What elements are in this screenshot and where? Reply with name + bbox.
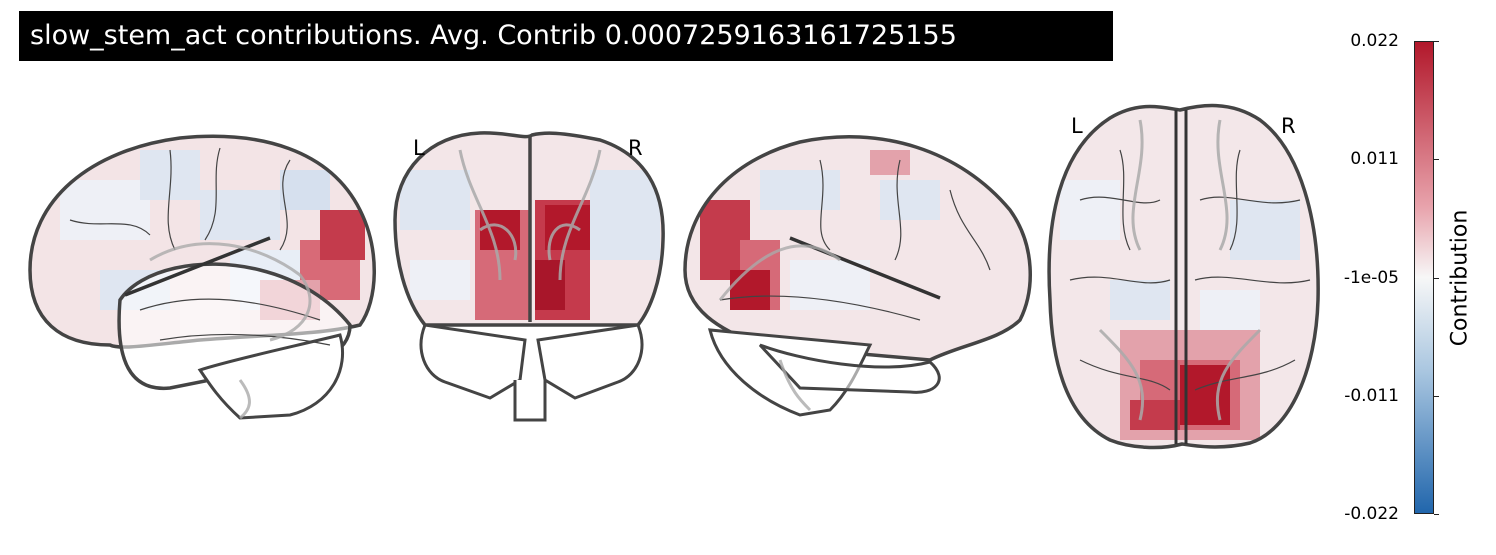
colorbar-tick-label: -0.011 <box>1344 386 1399 406</box>
coronal-view <box>393 131 665 422</box>
colorbar-tick-mark <box>1434 396 1439 397</box>
axial-left-label: L <box>1071 114 1083 138</box>
coronal-left-label: L <box>413 136 425 160</box>
figure-title: slow_stem_act contributions. Avg. Contri… <box>19 11 1113 61</box>
colorbar-axis-label: Contribution <box>1447 209 1473 347</box>
colorbar-tick-label: -0.022 <box>1344 504 1399 524</box>
colorbar <box>1414 41 1434 514</box>
colorbar-tick-mark <box>1434 159 1439 160</box>
axial-right-label: R <box>1281 114 1296 138</box>
colorbar-tick-mark <box>1434 514 1439 515</box>
colorbar-tick-label: 0.011 <box>1350 149 1399 169</box>
colorbar-tick-mark <box>1434 41 1439 42</box>
axial-view <box>1047 103 1320 450</box>
colorbar-tick-mark <box>1434 278 1439 279</box>
colorbar-tick-label: 0.022 <box>1350 31 1399 51</box>
sagittal-right-view <box>683 135 1032 417</box>
coronal-right-label: R <box>628 136 643 160</box>
colorbar-tick-label: -1e-05 <box>1343 268 1399 288</box>
sagittal-left-view <box>28 134 376 420</box>
